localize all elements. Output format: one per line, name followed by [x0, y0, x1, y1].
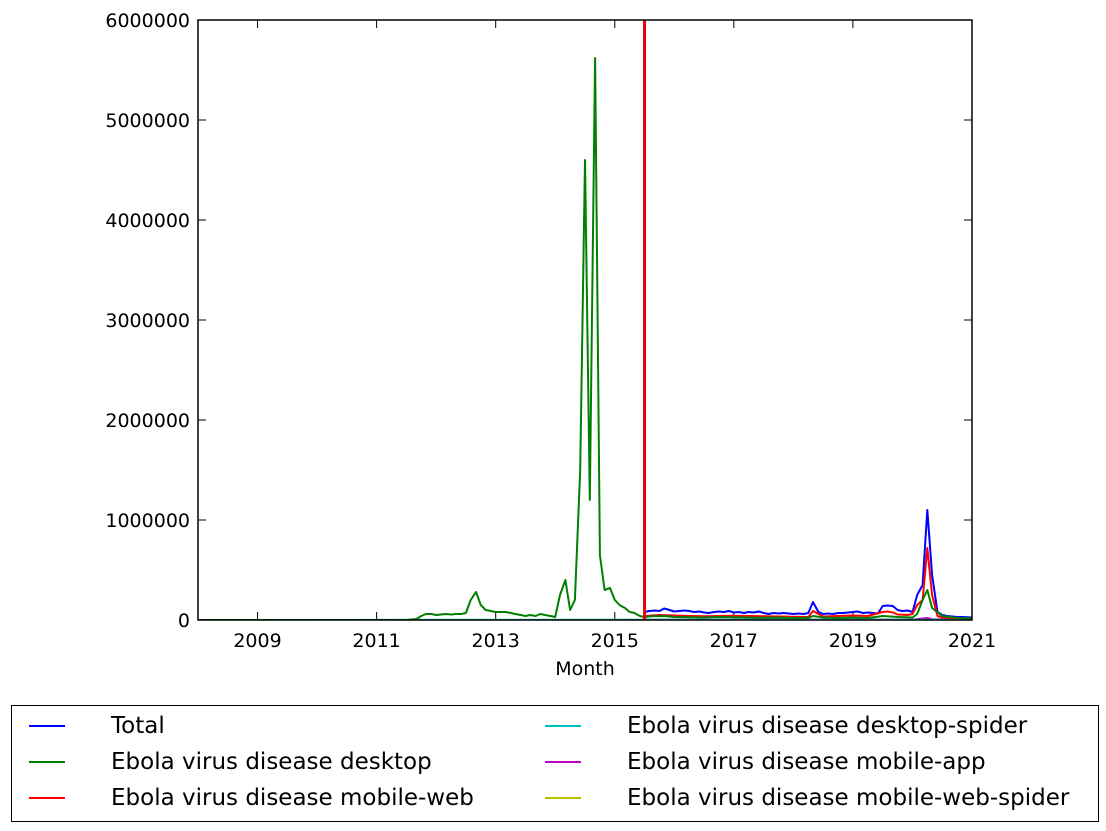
x-tick-label: 2021	[948, 630, 996, 652]
series-line-2	[644, 547, 972, 620]
x-tick-label: 2019	[829, 630, 877, 652]
legend-item-desktop: Ebola virus disease desktop	[29, 746, 432, 778]
legend-swatch-desktop-spider	[545, 725, 581, 727]
legend-item-total: Total	[29, 710, 165, 742]
x-tick-label: 2009	[233, 630, 281, 652]
legend-label-mobile-web-spider: Ebola virus disease mobile-web-spider	[627, 785, 1070, 811]
legend-item-desktop-spider: Ebola virus disease desktop-spider	[545, 710, 1027, 742]
legend-item-mobile-web: Ebola virus disease mobile-web	[29, 782, 474, 814]
series-line-1	[198, 57, 972, 620]
legend-label-mobile-web: Ebola virus disease mobile-web	[111, 785, 474, 811]
y-tick-label: 2000000	[105, 410, 190, 432]
x-tick-label: 2013	[472, 630, 520, 652]
legend-label-desktop-spider: Ebola virus disease desktop-spider	[627, 713, 1028, 739]
y-tick-label: 1000000	[105, 510, 190, 532]
plot-frame	[197, 19, 973, 621]
legend-swatch-mobile-app	[545, 761, 581, 763]
line-chart: 0 1000000 2000000 3000000 4000000 5000000 6000…	[105, 10, 996, 680]
legend-item-mobile-app: Ebola virus disease mobile-app	[545, 746, 986, 778]
y-tick-label: 6000000	[105, 10, 190, 32]
legend-swatch-total	[29, 725, 65, 727]
legend-label-desktop: Ebola virus disease desktop	[111, 749, 432, 775]
x-axis-ticks: 2009 2011 2013 2015 2017 2019 2021	[233, 20, 996, 652]
y-tick-label: 3000000	[105, 310, 190, 332]
legend-item-mobile-web-spider: Ebola virus disease mobile-web-spider	[545, 782, 1069, 814]
y-tick-label: 0	[178, 610, 190, 632]
legend: Total Ebola virus disease desktop Ebola …	[11, 705, 1099, 822]
legend-label-mobile-app: Ebola virus disease mobile-app	[627, 749, 986, 775]
x-tick-label: 2017	[710, 630, 758, 652]
legend-label-total: Total	[111, 713, 165, 739]
legend-swatch-mobile-web	[29, 797, 65, 799]
legend-swatch-desktop	[29, 761, 65, 763]
x-tick-label: 2011	[352, 630, 400, 652]
x-axis-title: Month	[555, 658, 615, 680]
series-line-0	[644, 509, 972, 619]
legend-swatch-mobile-web-spider	[545, 797, 581, 799]
y-tick-label: 4000000	[105, 210, 190, 232]
plot-area	[198, 57, 972, 620]
y-tick-label: 5000000	[105, 110, 190, 132]
y-axis-ticks: 0 1000000 2000000 3000000 4000000 5000000 6000…	[105, 10, 972, 632]
x-tick-label: 2015	[591, 630, 639, 652]
